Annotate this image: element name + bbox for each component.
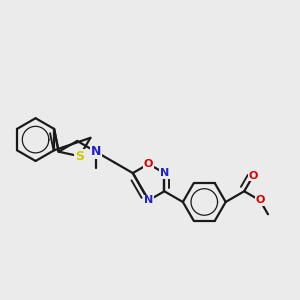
Text: O: O [144,159,153,169]
Text: N: N [160,168,169,178]
Text: N: N [144,195,153,206]
Text: N: N [91,145,101,158]
Text: O: O [255,195,265,206]
Text: S: S [75,150,84,163]
Text: O: O [249,170,258,181]
